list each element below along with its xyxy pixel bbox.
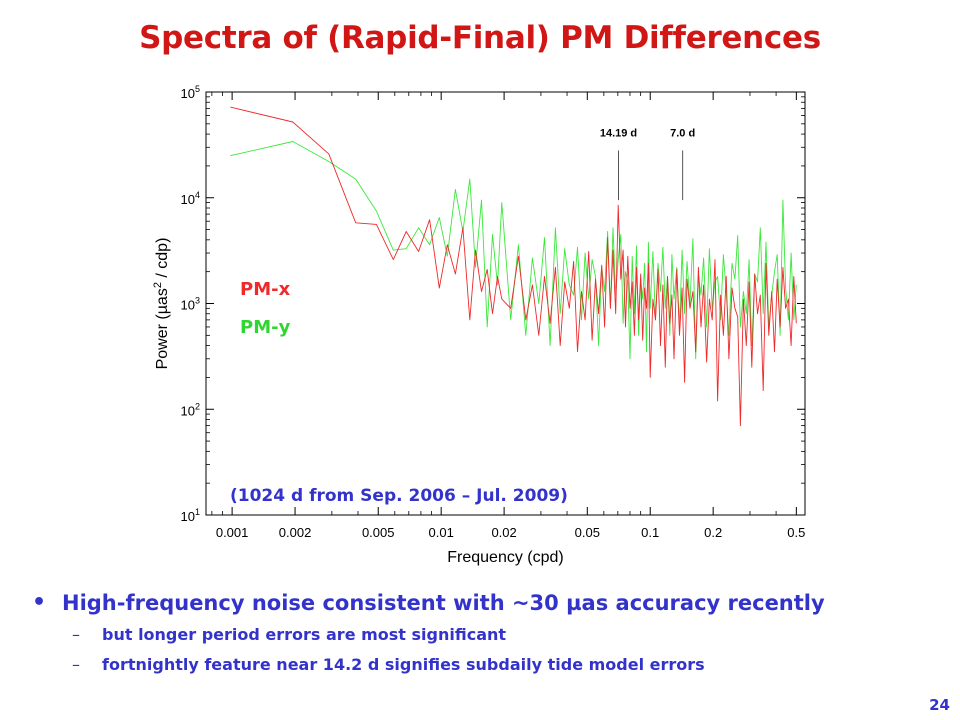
y-tick-label: 105	[181, 84, 200, 101]
bullet-list: • High-frequency noise consistent with ~…	[32, 586, 932, 680]
spectrum-chart: 101 102 103 104 105 0.001 0.002 0.005 0.01 0.02 0.…	[152, 84, 806, 566]
dash-icon: –	[72, 625, 80, 644]
bullet-sub-2: – fortnightly feature near 14.2 d signif…	[32, 650, 932, 680]
bullet-sub-1-text: but longer period errors are most signif…	[102, 625, 507, 644]
series-line-pm-x	[230, 106, 797, 427]
y-tick-label: 101	[181, 507, 200, 524]
legend-pm-y: PM-y	[240, 317, 291, 338]
x-tick-label: 0.02	[491, 525, 516, 540]
x-tick-label: 0.5	[787, 525, 805, 540]
x-tick-label: 0.05	[575, 525, 600, 540]
y-tick-label: 104	[181, 190, 200, 207]
x-tick-label: 0.01	[429, 525, 454, 540]
x-tick-label: 0.2	[704, 525, 722, 540]
y-tick-label: 103	[181, 296, 200, 313]
x-axis-label: Frequency (cpd)	[447, 549, 564, 566]
page-number: 24	[929, 696, 950, 714]
bullet-sub-2-text: fortnightly feature near 14.2 d signifie…	[102, 655, 705, 674]
x-tick-label: 0.005	[362, 525, 395, 540]
bullet-main: • High-frequency noise consistent with ~…	[32, 586, 932, 620]
series-line-pm-y	[230, 141, 797, 360]
x-tick-label: 0.1	[641, 525, 659, 540]
x-tick-label: 0.002	[279, 525, 312, 540]
x-tick-label: 0.001	[216, 525, 249, 540]
y-tick-label: 102	[181, 401, 200, 418]
legend-pm-x: PM-x	[240, 279, 291, 300]
bullet-dot-icon: •	[32, 590, 47, 615]
annotation-label: 14.19 d	[600, 127, 637, 139]
bullet-sub-1: – but longer period errors are most sign…	[32, 620, 932, 650]
slide-title: Spectra of (Rapid-Final) PM Differences	[139, 20, 821, 56]
bullet-main-text: High-frequency noise consistent with ~30…	[62, 591, 825, 615]
y-axis-label: Power (µas2 / cdp)	[152, 238, 171, 370]
chart-note: (1024 d from Sep. 2006 – Jul. 2009)	[230, 486, 568, 506]
dash-icon: –	[72, 655, 80, 674]
annotation-label: 7.0 d	[670, 127, 695, 139]
